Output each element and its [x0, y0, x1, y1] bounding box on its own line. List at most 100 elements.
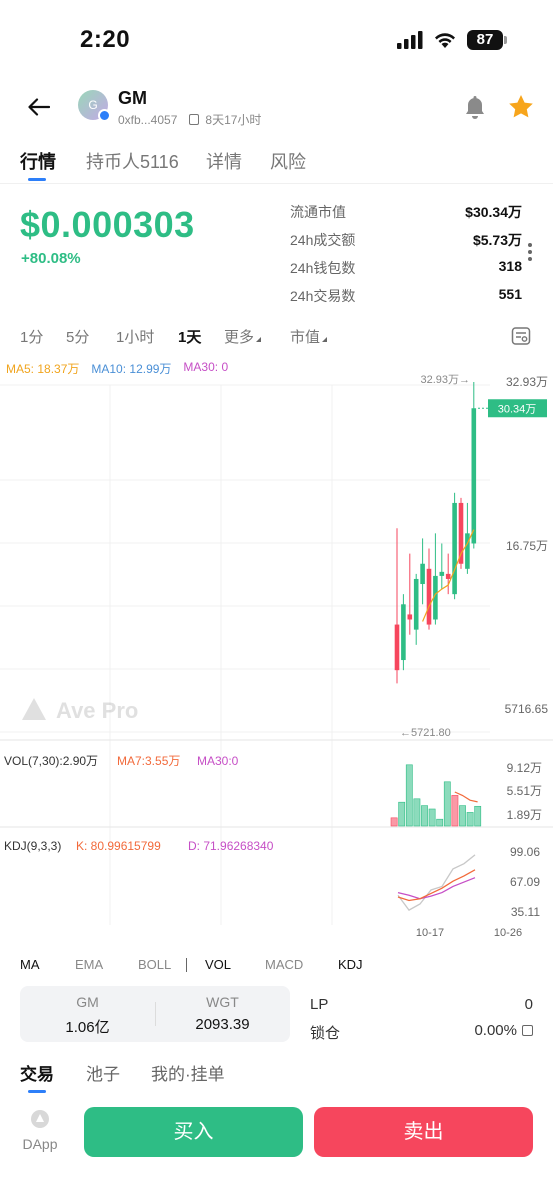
interval-5m[interactable]: 5分 [66, 329, 90, 346]
indicator-tabs: MA EMA BOLL VOL MACD KDJ [0, 957, 553, 977]
signal-icon [397, 31, 423, 49]
stat-row: 24h交易数 551 [290, 286, 522, 314]
kdj-d-legend: D: 71.96268340 [188, 839, 274, 853]
ma10-legend: MA10: 12.99万 [91, 362, 172, 376]
kdj-j-path [397, 854, 476, 911]
token-address[interactable]: 0xfb...4057 [118, 112, 178, 127]
battery-indicator: 87 [467, 30, 507, 50]
active-tab-indicator [28, 178, 46, 181]
indicator-kdj[interactable]: KDJ [338, 957, 363, 972]
lp-label: LP [310, 996, 329, 1013]
alert-button[interactable] [460, 92, 490, 122]
token-avatar: G [78, 90, 111, 122]
stat-value: 551 [498, 286, 522, 302]
chart-mode-select[interactable]: 市值 [290, 326, 328, 347]
indicator-macd[interactable]: MACD [265, 957, 304, 972]
stat-label: 流通市值 [290, 204, 346, 220]
volume-ma7-legend: MA7:3.55万 [117, 754, 180, 768]
lock-value-wrap[interactable]: 0.00% [474, 1022, 533, 1043]
tab-details[interactable]: 详情 [206, 152, 242, 172]
lock-row: 锁仓 0.00% [310, 1022, 533, 1043]
ma-legend: MA5: 18.37万 MA10: 12.99万 MA30: 0 [6, 360, 228, 377]
interval-1m[interactable]: 1分 [20, 329, 44, 346]
status-time: 2:20 [80, 26, 131, 53]
volume-bar [436, 818, 444, 827]
copy-icon[interactable] [189, 114, 200, 125]
price-change: +80.08% [21, 250, 81, 267]
interval-more[interactable]: 更多 [224, 326, 262, 347]
chain-badge-icon [98, 109, 111, 122]
price-axis-label: 16.75万 [506, 539, 548, 553]
indicator-ma[interactable]: MA [20, 957, 40, 972]
current-price-tag [488, 399, 547, 418]
ma30-legend: MA30: 0 [183, 360, 229, 374]
status-bar: 2:20 87 [0, 0, 553, 80]
indicator-boll[interactable]: BOLL [138, 957, 172, 972]
tab-risk[interactable]: 风险 [270, 152, 306, 172]
tab-market[interactable]: 行情 [20, 152, 56, 172]
stat-row: 24h钱包数 318 [290, 258, 522, 286]
tab-trade[interactable]: 交易 [20, 1065, 54, 1084]
price-markers: 32.93万→ ←5721.80 30.34万 [400, 374, 547, 739]
interval-1h[interactable]: 1小时 [116, 329, 155, 346]
indicator-ema[interactable]: EMA [75, 957, 104, 972]
volume-bar [451, 795, 459, 827]
tab-pools[interactable]: 池子 [86, 1065, 120, 1084]
kdj-axis-label: 35.11 [511, 905, 540, 919]
tab-my-orders[interactable]: 我的·挂单 [151, 1065, 225, 1084]
token-address-row: 0xfb...4057 8天17小时 [118, 111, 261, 128]
volume-bar [428, 808, 436, 827]
bell-icon [466, 96, 484, 119]
ma5-line [422, 529, 475, 622]
watermark-text: Ave Pro [56, 698, 138, 723]
indicator-vol[interactable]: VOL [205, 957, 232, 972]
current-price: $0.000303 [20, 204, 195, 245]
volume-ma7-path [454, 791, 478, 803]
star-icon [509, 95, 533, 118]
dapp-icon [31, 1110, 49, 1128]
candle-body [452, 502, 457, 595]
reserve-value: 2093.39 [195, 1016, 250, 1033]
interval-1d[interactable]: 1天 [178, 329, 202, 346]
dropdown-triangle-icon [322, 337, 328, 342]
token-name: GM [118, 88, 147, 108]
back-button[interactable] [22, 90, 56, 124]
more-options-icon[interactable] [527, 243, 533, 265]
indicator-divider [186, 958, 187, 972]
volume-bar [390, 817, 398, 827]
volume-bar [398, 801, 406, 827]
reserve-divider [155, 1002, 156, 1026]
candle-body [433, 575, 438, 620]
volume-bar [459, 805, 466, 827]
dropdown-triangle-icon [256, 337, 262, 342]
price-axis-label: 5716.65 [505, 702, 549, 716]
back-arrow-icon [28, 98, 50, 116]
kdj-k-legend: K: 80.99615799 [76, 839, 161, 853]
kdj-axis-label: 67.09 [510, 875, 540, 889]
stat-value: 318 [498, 258, 522, 274]
dapp-button[interactable]: DApp [18, 1110, 62, 1160]
candle-body [471, 408, 477, 544]
tab-holders[interactable]: 持币人5116 [86, 152, 179, 172]
candle-body [465, 533, 470, 569]
volume-axis-label: 9.12万 [507, 761, 542, 775]
stat-value: $5.73万 [472, 232, 522, 248]
chart-settings-icon[interactable] [511, 326, 531, 346]
candle-body [413, 578, 419, 630]
active-trade-tab-indicator [28, 1090, 46, 1093]
ma5-path [422, 529, 475, 622]
main-tabs: 行情 持币人5116 详情 风险 [0, 146, 553, 184]
volume-ma30-legend: MA30:0 [197, 754, 239, 768]
kdj-axis-label: 99.06 [510, 845, 540, 859]
buy-button[interactable]: 买入 [84, 1107, 303, 1157]
price-chart[interactable]: Ave Pro 32.93万 16.75万 5716.65 32.93万→ ←5721… [0, 370, 553, 945]
reserve-token-a: GM 1.06亿 [20, 994, 155, 1037]
volume-bar [405, 764, 413, 827]
lp-row: LP 0 [310, 996, 533, 1013]
kdj-d-path [397, 877, 476, 900]
wifi-icon [435, 33, 455, 48]
sell-button[interactable]: 卖出 [314, 1107, 533, 1157]
high-price-marker: 32.93万→ [420, 374, 470, 386]
favorite-button[interactable] [506, 92, 536, 122]
candles [394, 382, 477, 684]
